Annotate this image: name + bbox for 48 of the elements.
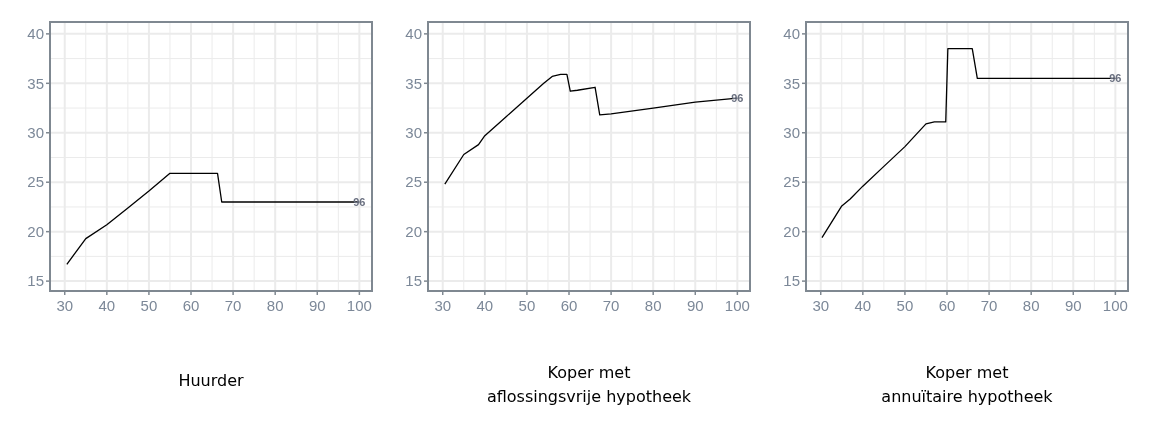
- x-tick-label: 40: [98, 297, 116, 314]
- annotation: 96: [353, 195, 366, 208]
- y-tick-label: 35: [783, 74, 800, 92]
- y-tick-label: 25: [27, 173, 44, 191]
- x-tick-label: 60: [938, 297, 956, 314]
- x-tick-label: 70: [224, 297, 242, 314]
- y-tick-label: 30: [405, 124, 422, 142]
- x-tick-label: 30: [812, 297, 830, 314]
- x-tick-label: 100: [1102, 297, 1128, 314]
- x-tick-label: 90: [686, 297, 704, 314]
- x-tick-label: 50: [140, 297, 158, 314]
- y-tick-label: 25: [783, 173, 800, 191]
- y-tick-label: 20: [783, 222, 800, 240]
- y-tick-label: 30: [783, 124, 800, 142]
- x-axis-title: Koper met aflossingsvrije hypotheek: [486, 363, 692, 406]
- y-tick-label: 40: [27, 25, 44, 43]
- y-tick-label: 20: [405, 222, 422, 240]
- x-tick-label: 60: [560, 297, 578, 314]
- x-tick-label: 40: [854, 297, 872, 314]
- x-axis-title: Huurder: [178, 371, 245, 390]
- x-tick-label: 90: [1064, 297, 1082, 314]
- y-tick-label: 20: [27, 222, 44, 240]
- y-tick-label: 35: [405, 74, 422, 92]
- x-axis-title: Koper met annuïtaire hypotheek: [881, 363, 1054, 406]
- y-tick-label: 15: [405, 272, 422, 290]
- x-tick-label: 50: [896, 297, 914, 314]
- y-tick-label: 30: [27, 124, 44, 142]
- y-tick-label: 35: [27, 74, 44, 92]
- annotation: 96: [731, 92, 744, 104]
- x-tick-label: 30: [56, 297, 74, 314]
- y-tick-label: 40: [405, 25, 422, 43]
- x-tick-label: 40: [476, 297, 494, 314]
- x-tick-label: 80: [266, 297, 284, 314]
- x-tick-label: 80: [1022, 297, 1040, 314]
- x-tick-label: 100: [724, 297, 750, 314]
- y-tick-label: 40: [783, 25, 800, 43]
- x-tick-label: 30: [434, 297, 452, 314]
- x-tick-label: 50: [518, 297, 536, 314]
- x-tick-label: 70: [602, 297, 620, 314]
- x-tick-label: 90: [308, 297, 326, 314]
- x-tick-label: 80: [644, 297, 662, 314]
- y-tick-label: 15: [783, 272, 800, 290]
- y-tick-label: 25: [405, 173, 422, 191]
- x-tick-label: 60: [182, 297, 200, 314]
- y-tick-label: 15: [27, 272, 44, 290]
- x-tick-label: 70: [980, 297, 998, 314]
- annotation: 96: [1109, 72, 1122, 85]
- x-tick-label: 100: [346, 297, 372, 314]
